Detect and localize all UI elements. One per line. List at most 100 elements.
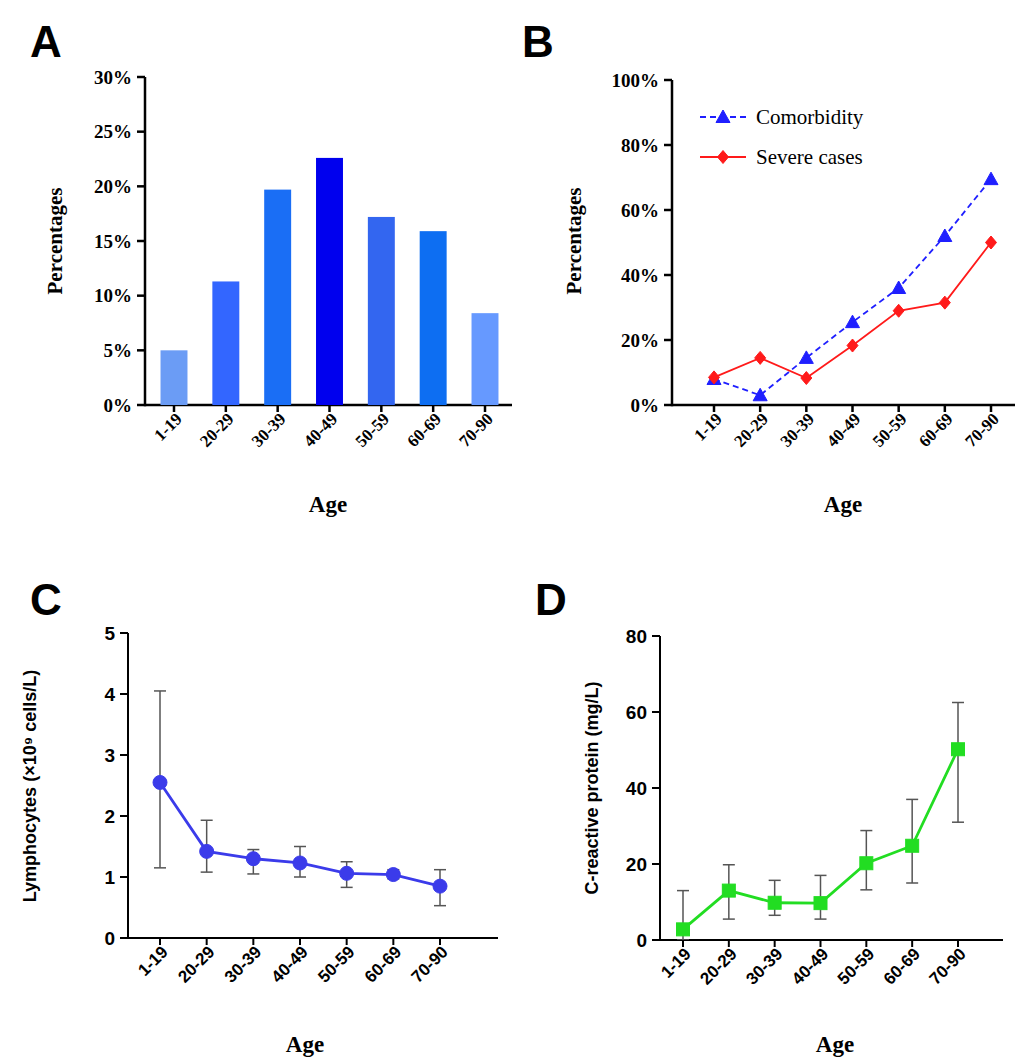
point [677, 923, 690, 936]
y-tick-label: 20% [94, 176, 132, 197]
x-tick-label: 70-90 [408, 942, 452, 986]
point [860, 857, 873, 870]
error-bar [154, 691, 166, 868]
point [340, 866, 354, 880]
x-tick-label: 50-59 [869, 409, 910, 450]
error-bar [294, 847, 306, 878]
error-cap [247, 849, 259, 851]
x-tick-label: 20-29 [174, 942, 218, 986]
legend-label: Severe cases [756, 145, 863, 169]
x-axis-title: Age [309, 492, 347, 517]
error-cap [434, 869, 446, 871]
x-tick-label: 50-59 [834, 944, 878, 988]
error-cap [434, 905, 446, 907]
y-tick [120, 876, 128, 878]
error-cap [294, 846, 306, 848]
x-tick-label: 40-49 [300, 409, 341, 450]
y-tick-label: 0 [636, 930, 647, 951]
error-cap [769, 915, 781, 917]
error-cap [860, 889, 872, 891]
error-cap [677, 939, 689, 940]
point [768, 896, 781, 909]
panel-letter: D [535, 575, 567, 624]
y-tick-label: 20 [626, 854, 647, 875]
point [386, 868, 400, 882]
legend: Comorbidity Severe cases [700, 105, 864, 169]
x-axis-title: Age [286, 1032, 324, 1057]
error-cap [769, 880, 781, 882]
x-tick-label: 1-19 [150, 409, 185, 444]
error-cap [154, 867, 166, 869]
x-tick-label: 60-69 [404, 409, 445, 450]
figure: A0%5%10%15%20%25%30%1-1920-2930-3940-495… [0, 0, 1020, 1064]
y-tick-label: 100% [612, 70, 660, 91]
bar [420, 231, 447, 405]
error-cap [952, 821, 964, 823]
point [814, 897, 827, 910]
error-bar [815, 875, 827, 919]
x-tick-label: 50-59 [314, 942, 358, 986]
y-axis-title: Lymphocytes (×10⁹ cells/L) [20, 670, 40, 902]
error-cap [723, 918, 735, 920]
point [892, 281, 906, 294]
error-bar [723, 865, 735, 919]
legend-marker [718, 151, 729, 164]
error-cap [906, 799, 918, 801]
y-tick-label: 25% [94, 121, 132, 142]
x-tick-label: 70-90 [926, 944, 970, 988]
x-tick-label: 70-90 [455, 409, 496, 450]
point [753, 388, 767, 401]
point [952, 743, 965, 756]
y-tick-label: 40 [626, 778, 647, 799]
plot-area [161, 158, 499, 405]
error-bar [860, 831, 872, 890]
y-tick-label: 5 [104, 623, 115, 644]
y-axis [659, 636, 661, 941]
y-axis [144, 77, 147, 406]
error-stem [957, 703, 959, 823]
line [160, 782, 440, 886]
x-axis [128, 937, 498, 939]
y-tick-label: 15% [94, 231, 132, 252]
error-bar [341, 862, 353, 888]
bar [316, 158, 343, 405]
point [433, 879, 447, 893]
error-cap [154, 690, 166, 692]
y-tick [120, 632, 128, 634]
x-tick-label: 40-49 [788, 944, 832, 988]
x-tick-label: 30-39 [742, 944, 786, 988]
panel-letter: A [30, 17, 62, 66]
x-tick-label: 20-29 [196, 409, 237, 450]
x-tick-label: 1-19 [690, 409, 725, 444]
y-tick-label: 60% [621, 200, 659, 221]
y-tick [120, 754, 128, 756]
bar [212, 281, 239, 405]
y-axis-title: C-reactive protein (mg/L) [582, 681, 602, 894]
y-tick [652, 711, 660, 713]
error-bar [247, 850, 259, 874]
line [683, 749, 958, 929]
point [200, 844, 214, 858]
point [847, 339, 858, 352]
x-tick-label: 30-39 [248, 409, 289, 450]
y-tick-label: 3 [104, 745, 115, 766]
y-axis-title: Percentages [43, 188, 67, 295]
x-tick-label: 40-49 [823, 409, 864, 450]
x-tick-label: 70-90 [961, 409, 1002, 450]
x-tick-label: 40-49 [268, 942, 312, 986]
y-axis [671, 80, 674, 406]
y-tick [652, 635, 660, 637]
legend-label: Comorbidity [756, 105, 864, 129]
x-axis [660, 939, 1003, 941]
error-cap [201, 820, 213, 822]
y-tick [120, 815, 128, 817]
point [293, 856, 307, 870]
x-tick-label: 1-19 [134, 942, 171, 979]
point [799, 351, 813, 364]
error-bar [677, 891, 689, 940]
point [986, 236, 997, 249]
x-tick-label: 60-69 [361, 942, 405, 986]
y-tick-label: 40% [621, 265, 659, 286]
y-tick-label: 5% [104, 340, 133, 361]
line [714, 243, 991, 379]
